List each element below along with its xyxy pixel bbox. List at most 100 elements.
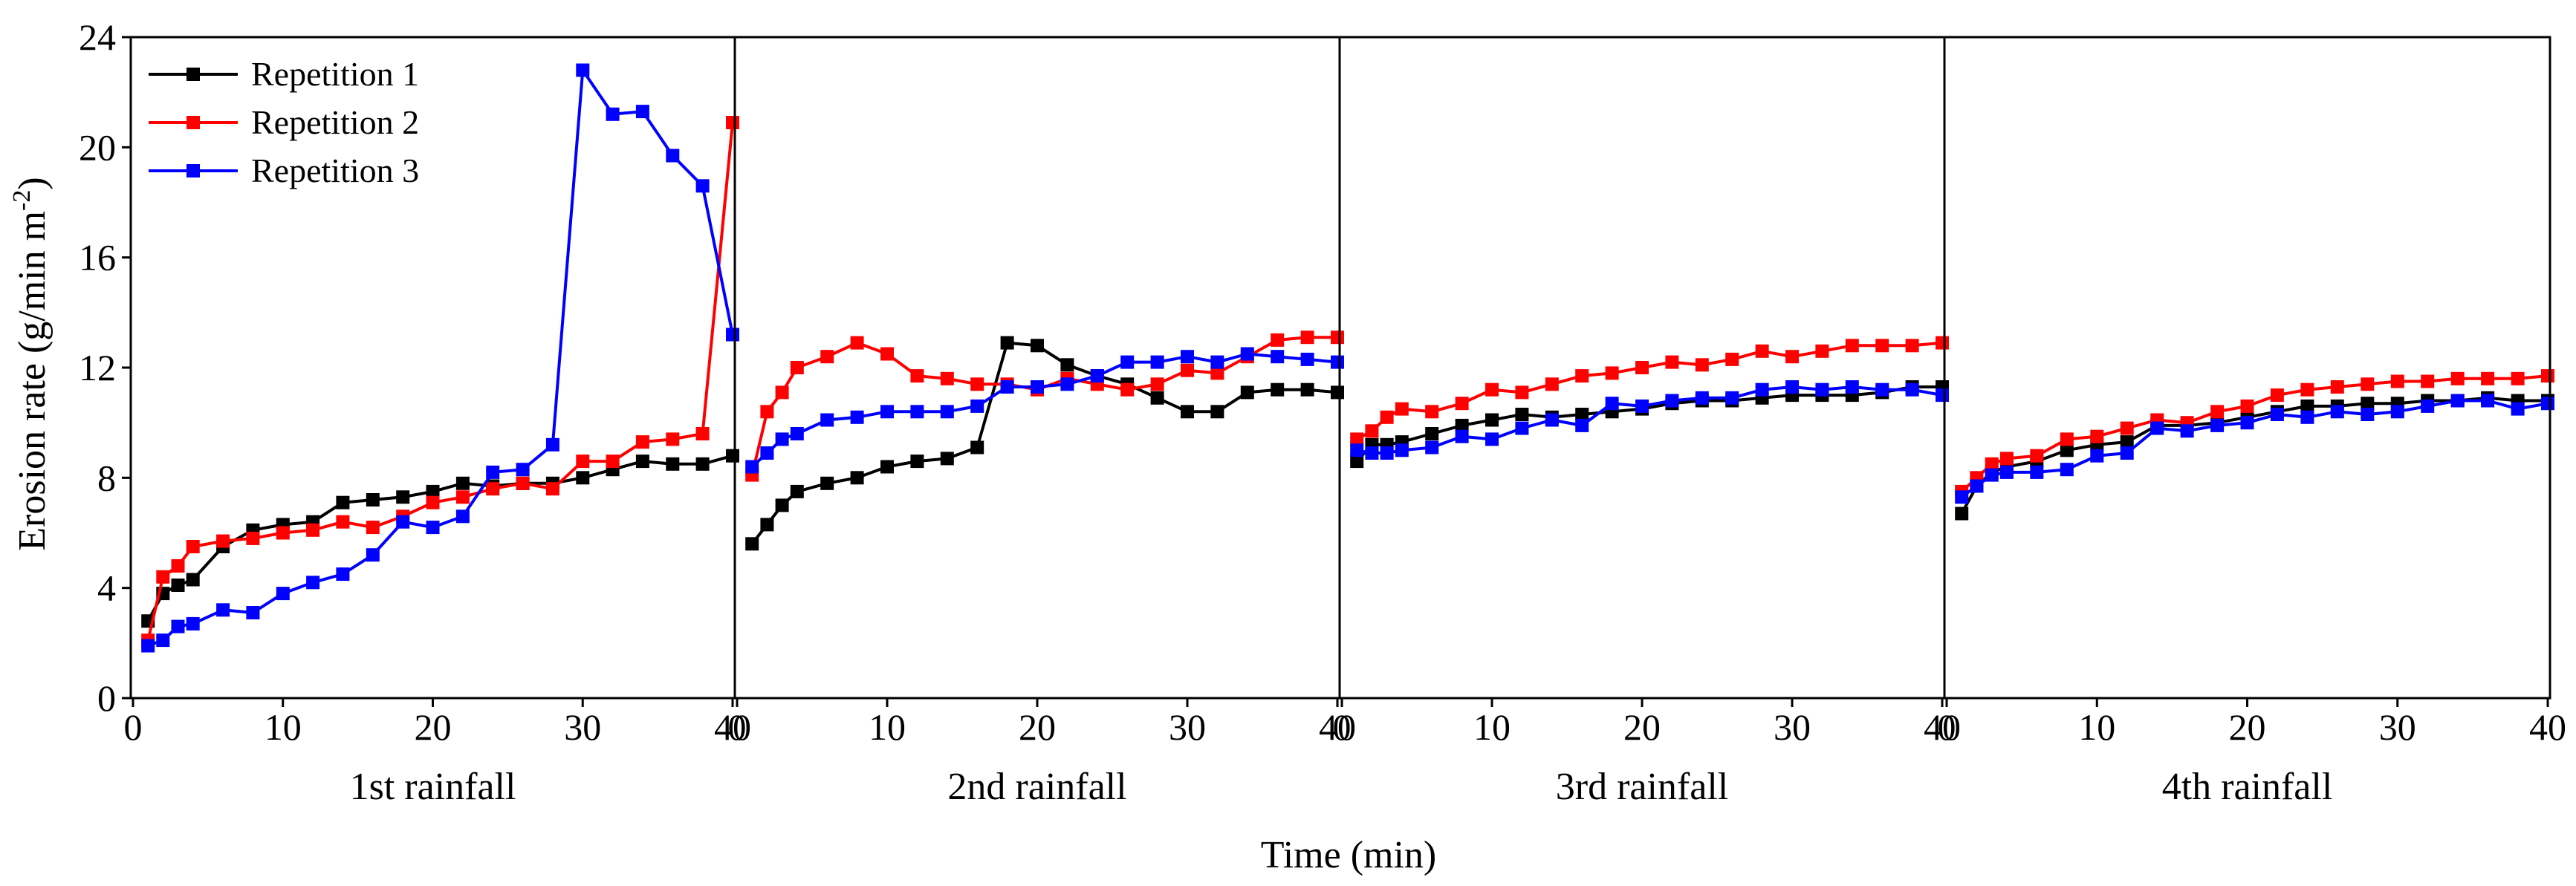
data-point xyxy=(2240,416,2254,430)
data-point xyxy=(1181,350,1194,364)
data-point xyxy=(2120,446,2134,460)
x-tick-label: 20 xyxy=(1019,706,1056,748)
data-point xyxy=(1985,468,1999,482)
data-point xyxy=(1665,355,1679,369)
data-point xyxy=(1725,391,1739,405)
x-tick-label: 30 xyxy=(1169,706,1206,748)
data-point xyxy=(171,579,185,592)
data-point xyxy=(2421,399,2435,413)
data-point xyxy=(1350,443,1364,457)
data-point xyxy=(1755,344,1769,358)
series-line-3-panel-4 xyxy=(1961,399,2549,498)
data-point xyxy=(2180,424,2194,438)
data-point xyxy=(1545,377,1559,391)
data-point xyxy=(1575,418,1589,432)
data-point xyxy=(775,498,789,512)
x-tick-label: 10 xyxy=(869,706,906,748)
data-point xyxy=(1485,413,1499,427)
y-axis-title-end: ) xyxy=(11,177,53,189)
data-point xyxy=(2090,429,2104,443)
data-point xyxy=(1999,465,2014,479)
panel-label: 3rd rainfall xyxy=(1556,766,1728,808)
data-point xyxy=(216,534,230,548)
data-point xyxy=(186,540,200,553)
data-point xyxy=(775,432,789,446)
data-point xyxy=(1350,455,1364,469)
data-point xyxy=(455,476,470,490)
data-point xyxy=(2511,371,2525,385)
data-point xyxy=(396,490,410,504)
data-point xyxy=(1300,352,1314,366)
data-point xyxy=(246,531,260,545)
data-point xyxy=(850,336,864,350)
x-tick-label: 30 xyxy=(1774,706,1811,748)
data-point xyxy=(1000,336,1014,350)
panel-1: 0 10 20 30 40 1st rainfall xyxy=(124,36,751,808)
data-point xyxy=(1031,339,1044,353)
data-point xyxy=(1271,333,1285,347)
data-point xyxy=(186,573,200,587)
data-point xyxy=(1955,506,1969,521)
data-point xyxy=(1380,446,1394,460)
series-line-2-panel-4 xyxy=(1960,374,2549,493)
data-point xyxy=(1665,394,1679,408)
data-point xyxy=(1515,408,1529,421)
data-point xyxy=(576,63,590,77)
data-point xyxy=(2390,405,2404,419)
data-point xyxy=(2541,369,2554,383)
y-tick-label: 24 xyxy=(79,16,116,58)
series-line-1-panel-4 xyxy=(1960,396,2548,515)
data-point xyxy=(1635,361,1649,374)
x-tick-label: 40 xyxy=(2529,706,2566,748)
data-point xyxy=(666,457,680,471)
data-point xyxy=(336,567,350,582)
data-point xyxy=(2060,463,2074,477)
data-point xyxy=(455,490,470,504)
data-point xyxy=(1575,408,1589,421)
data-point xyxy=(2120,435,2134,449)
data-point xyxy=(2300,382,2314,397)
data-point xyxy=(2210,418,2225,432)
panel-frame xyxy=(129,36,736,700)
data-point xyxy=(1331,385,1344,400)
data-point xyxy=(760,446,774,460)
data-point xyxy=(156,570,170,584)
data-point xyxy=(156,633,170,648)
panel-label: 4th rainfall xyxy=(2162,766,2333,808)
series-line-3-panel-2 xyxy=(750,352,1338,468)
data-point xyxy=(1905,339,1919,353)
x-tick-label: 0 xyxy=(728,706,747,748)
data-point xyxy=(745,537,759,551)
data-point xyxy=(1210,366,1224,380)
data-point xyxy=(1380,410,1394,424)
data-point xyxy=(1455,418,1469,432)
data-point xyxy=(850,410,864,424)
data-point xyxy=(1485,432,1499,446)
data-point xyxy=(1181,363,1194,377)
data-point xyxy=(2541,397,2554,411)
legend-label: Repetition 1 xyxy=(251,55,419,93)
legend-marker xyxy=(186,116,200,129)
data-point xyxy=(2060,432,2074,446)
data-point xyxy=(366,521,380,535)
data-point xyxy=(545,437,559,452)
legend-marker xyxy=(186,68,200,81)
data-point xyxy=(1875,382,1889,397)
data-point xyxy=(1060,377,1074,391)
data-point xyxy=(455,509,470,524)
data-point xyxy=(1271,350,1285,364)
data-point xyxy=(880,460,894,474)
data-point xyxy=(366,548,380,562)
data-point xyxy=(2150,421,2164,435)
y-tick-label: 0 xyxy=(97,677,116,719)
data-point xyxy=(1725,352,1739,366)
series-line-1-panel-3 xyxy=(1355,385,1942,463)
data-point xyxy=(970,399,984,413)
data-point xyxy=(1695,358,1709,372)
series-line-1-panel-2 xyxy=(750,341,1338,545)
data-point xyxy=(1515,385,1529,400)
data-point xyxy=(606,455,620,469)
data-point xyxy=(1815,382,1829,397)
data-point xyxy=(2450,394,2465,408)
legend-marker xyxy=(186,164,200,177)
